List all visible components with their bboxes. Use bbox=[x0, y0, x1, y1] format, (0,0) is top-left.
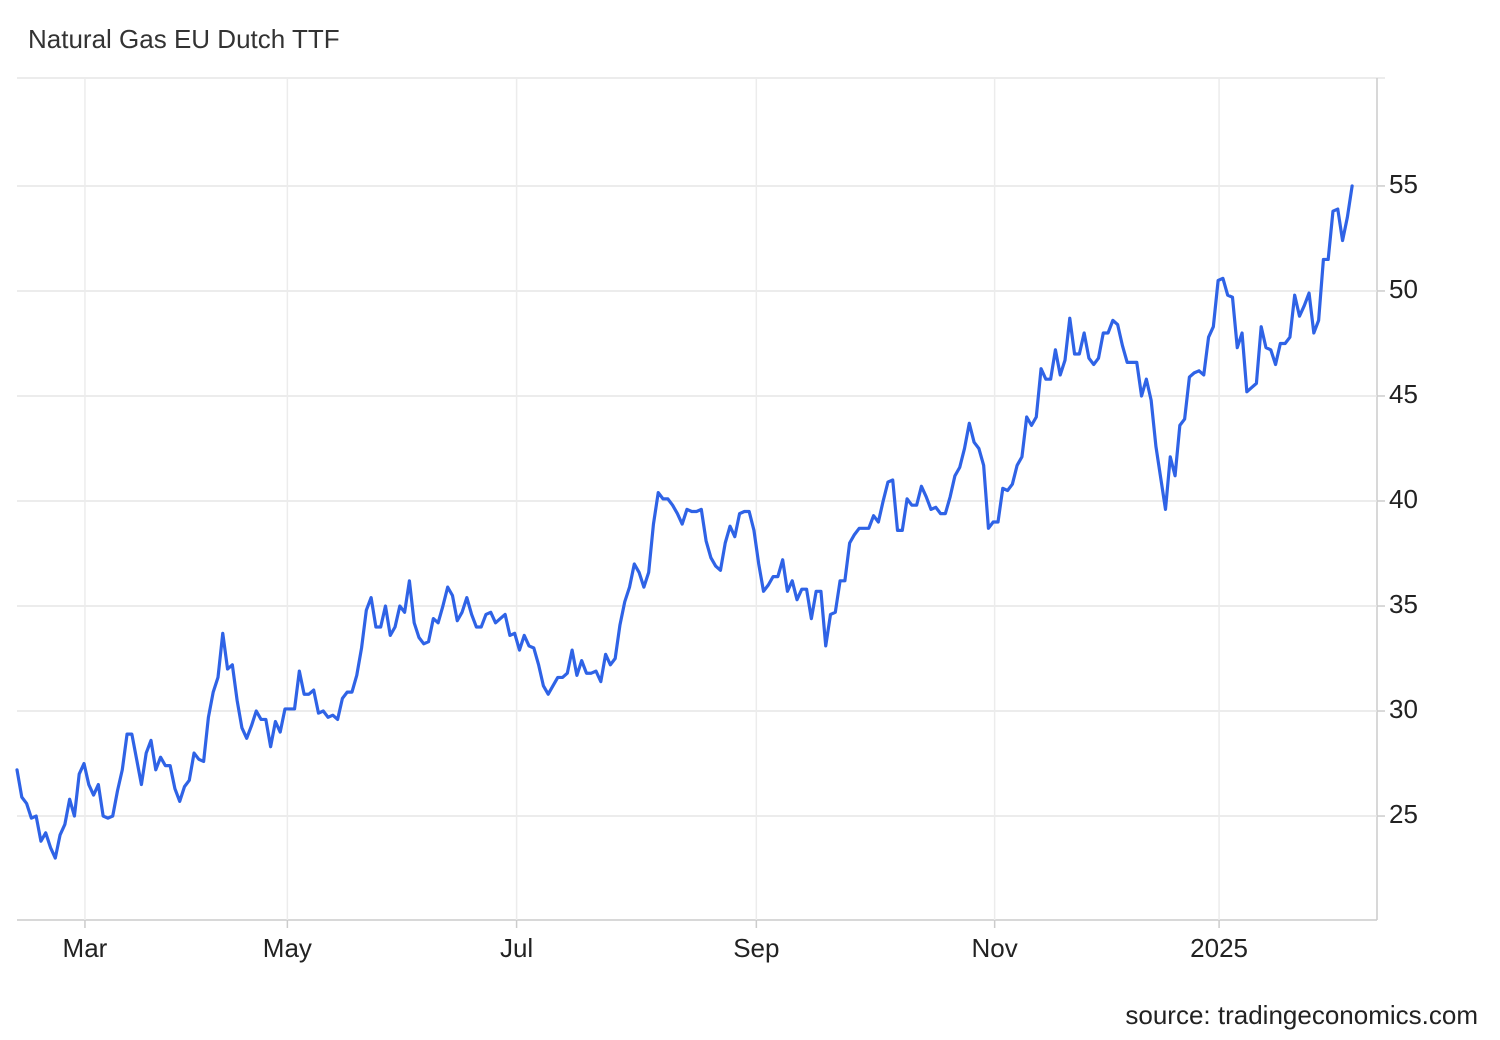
x-tick-label: Jul bbox=[500, 933, 533, 963]
y-tick-label: 30 bbox=[1389, 694, 1418, 724]
y-tick-label: 45 bbox=[1389, 379, 1418, 409]
x-tick-label: 2025 bbox=[1190, 933, 1248, 963]
y-tick-label: 25 bbox=[1389, 799, 1418, 829]
y-tick-label: 55 bbox=[1389, 169, 1418, 199]
y-tick-label: 40 bbox=[1389, 484, 1418, 514]
y-tick-label: 35 bbox=[1389, 589, 1418, 619]
x-tick-label: Sep bbox=[733, 933, 779, 963]
price-line bbox=[15, 184, 1354, 860]
source-note: source: tradingeconomics.com bbox=[1125, 1000, 1478, 1030]
y-tick-label: 50 bbox=[1389, 274, 1418, 304]
x-tick-label: Nov bbox=[972, 933, 1018, 963]
x-tick-label: Mar bbox=[63, 933, 108, 963]
x-tick-label: May bbox=[263, 933, 312, 963]
chart-title: Natural Gas EU Dutch TTF bbox=[28, 24, 340, 54]
